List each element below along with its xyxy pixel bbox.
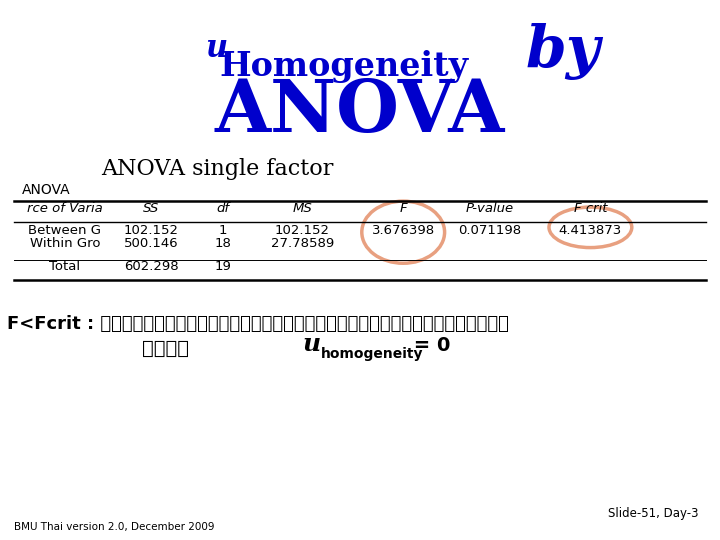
Text: by: by [526,24,600,80]
Text: 19: 19 [215,260,232,273]
Text: Total: Total [49,260,81,273]
Text: rce of Varia: rce of Varia [27,201,103,215]
Text: ANOVA: ANOVA [22,184,71,198]
Text: 4.413873: 4.413873 [559,224,622,237]
Text: SS: SS [143,201,159,215]
Text: homogeneity: homogeneity [320,347,423,361]
Text: = 0: = 0 [407,336,450,355]
Text: 500.146: 500.146 [124,237,179,250]
Text: u: u [205,33,228,64]
Text: 3.676398: 3.676398 [372,224,435,237]
Text: 102.152: 102.152 [124,224,179,237]
Text: 27.78589: 27.78589 [271,237,334,250]
Text: Between G: Between G [28,224,102,237]
Text: ดงนน: ดงนน [142,339,189,357]
Text: MS: MS [292,201,312,215]
Text: 1: 1 [219,224,228,237]
Text: 602.298: 602.298 [124,260,179,273]
Text: F: F [400,201,407,215]
Text: BMU Thai version 2.0, December 2009: BMU Thai version 2.0, December 2009 [14,522,215,532]
Text: F crit: F crit [574,201,607,215]
Text: P-value: P-value [466,201,513,215]
Text: ANOVA: ANOVA [215,76,505,147]
Text: Within Gro: Within Gro [30,237,100,250]
Text: df: df [217,201,230,215]
Text: F<Fcrit : ตวอยางแตละถงไมมความแตกตางอยางมนยสำคญทร: F<Fcrit : ตวอยางแตละถงไมมความแตกตางอยางม… [7,315,509,333]
Text: ANOVA single factor: ANOVA single factor [101,159,333,180]
Text: u: u [302,332,320,356]
Text: Slide-51, Day-3: Slide-51, Day-3 [608,507,698,521]
Text: 0.071198: 0.071198 [458,224,521,237]
Text: 18: 18 [215,237,232,250]
Text: Homogeneity: Homogeneity [220,50,469,83]
Text: 102.152: 102.152 [275,224,330,237]
